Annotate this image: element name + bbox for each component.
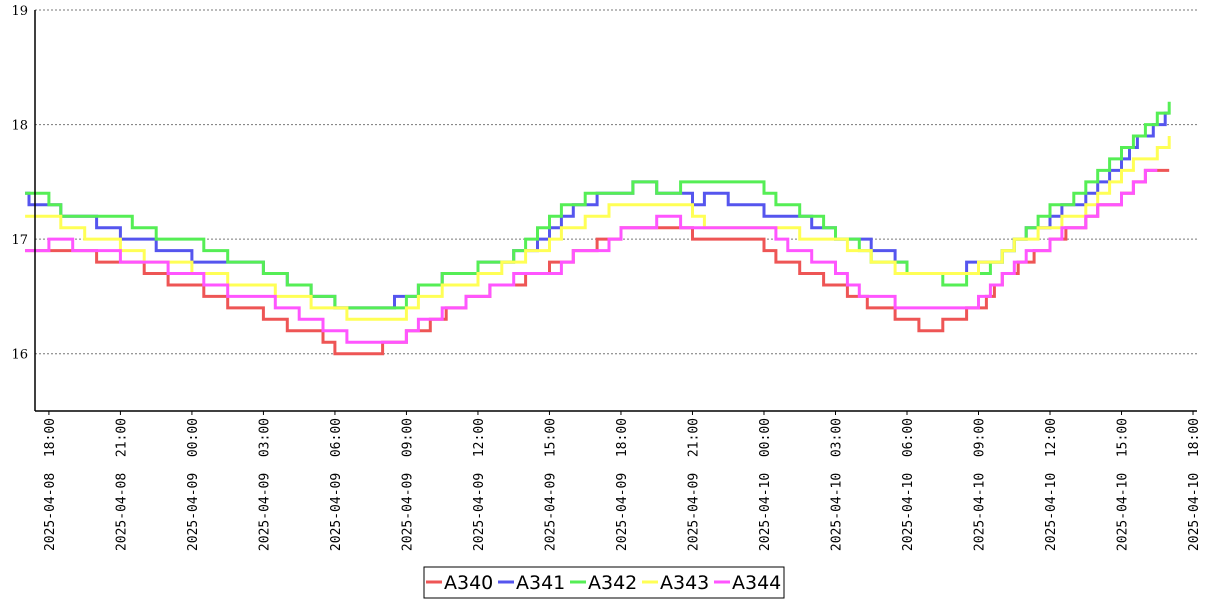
y-tick-labels: 16 17 18 19: [11, 4, 28, 363]
x-tick-label: 2025-04-09 21:00: [686, 418, 701, 551]
x-tick-label: 2025-04-09 09:00: [400, 418, 415, 551]
x-tick-label: 2025-04-10 12:00: [1044, 418, 1059, 551]
y-tick-label: 19: [11, 4, 28, 19]
x-tick-label: 2025-04-10 00:00: [758, 418, 773, 551]
x-tick-label: 2025-04-09 18:00: [615, 418, 630, 551]
series-line-a342: [25, 101, 1171, 310]
x-tick-label: 2025-04-08 18:00: [43, 418, 58, 551]
axes: [34, 10, 1197, 412]
grid-lines: [35, 9, 1197, 355]
legend-label-a341: A341: [516, 572, 565, 594]
series-line-a343: [25, 136, 1171, 321]
legend: A340 A341 A342 A343 A344: [423, 566, 785, 599]
y-tick-label: 17: [11, 233, 28, 248]
y-tick-label: 16: [11, 348, 28, 363]
x-tick-label: 2025-04-09 12:00: [472, 418, 487, 551]
x-tick-label: 2025-04-09 03:00: [257, 418, 272, 551]
x-tick-label: 2025-04-10 15:00: [1116, 418, 1131, 551]
y-tick-label: 18: [11, 119, 28, 134]
x-tick-label: 2025-04-10 03:00: [829, 418, 844, 551]
legend-label-a340: A340: [444, 572, 493, 594]
x-tick-label: 2025-04-09 00:00: [186, 418, 201, 551]
x-tick-label: 2025-04-09 15:00: [543, 418, 558, 551]
x-tick-label: 2025-04-10 09:00: [973, 418, 988, 551]
x-tick-label: 2025-04-08 21:00: [114, 418, 129, 551]
x-tick-label: 2025-04-09 06:00: [329, 418, 344, 551]
legend-label-a343: A343: [660, 572, 709, 594]
series-line-a344: [25, 168, 1158, 344]
legend-label-a344: A344: [732, 572, 781, 594]
series-line-a341: [25, 111, 1170, 310]
x-tick-label: 2025-04-10 18:00: [1187, 418, 1202, 551]
x-tick-label: 2025-04-10 06:00: [901, 418, 916, 551]
legend-label-a342: A342: [588, 572, 637, 594]
x-tick-labels: 2025-04-08 18:00 2025-04-08 21:00 2025-04-…: [43, 411, 1202, 551]
series-lines: [25, 101, 1171, 356]
